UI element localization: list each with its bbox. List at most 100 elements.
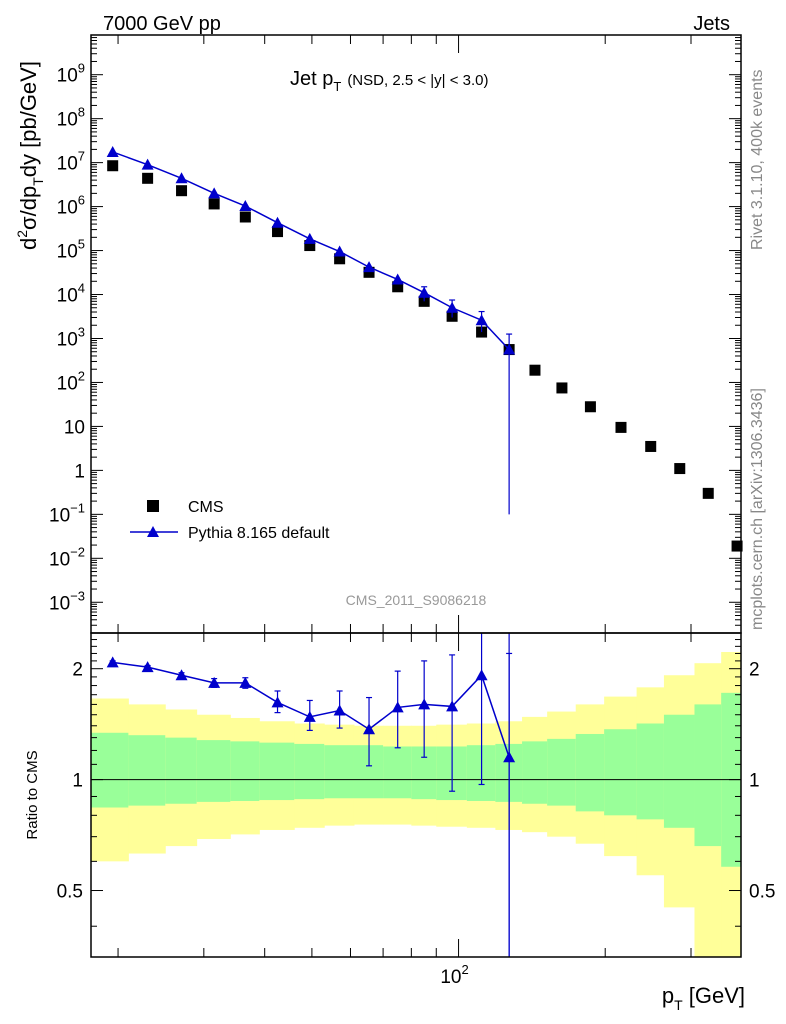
cms-point xyxy=(731,540,743,552)
x-axis-label: pT [GeV] xyxy=(662,983,745,1013)
main-panel-data xyxy=(106,145,743,957)
inner-band-bin xyxy=(575,733,605,812)
inner-band-bin xyxy=(694,704,722,847)
y-tick-label-exp: 4 xyxy=(78,281,85,296)
y-tick-label: 10−3 xyxy=(49,588,85,614)
ratio-y-tick-label-right: 0.5 xyxy=(749,882,775,903)
y-label-rest: dy [pb/GeV] xyxy=(16,61,41,177)
inner-band-bin xyxy=(294,743,325,800)
chart-title: Jet pT (NSD, 2.5 < |y| < 3.0) xyxy=(290,68,489,94)
analysis-watermark: CMS_2011_S9086218 xyxy=(346,592,487,608)
legend: CMS Pythia 8.165 default xyxy=(130,499,330,542)
cms-point xyxy=(304,240,316,252)
ratio-point xyxy=(446,700,459,712)
title-detail: (NSD, 2.5 < |y| < 3.0) xyxy=(347,72,488,89)
x-label-sub: T xyxy=(674,997,683,1013)
x-tick-label-exp: 2 xyxy=(462,962,469,977)
ratio-axis-label: Ratio to CMS xyxy=(24,750,41,839)
y-tick-label-exp: 8 xyxy=(78,105,85,120)
title-sub: T xyxy=(333,79,341,94)
y-tick-label: 106 xyxy=(57,193,85,219)
pythia-point xyxy=(208,187,221,199)
cms-point xyxy=(239,211,251,223)
pythia-point xyxy=(333,245,346,257)
y-tick-label: 103 xyxy=(57,324,85,350)
x-tick-label: 102 xyxy=(440,962,468,988)
y-tick-label-base: 10 xyxy=(57,286,78,307)
y-tick-label-exp: −2 xyxy=(70,544,85,559)
cms-point xyxy=(702,487,714,499)
header-right: Jets xyxy=(693,13,730,35)
y-tick-label-base: 10 xyxy=(49,593,70,614)
pythia-point xyxy=(418,286,431,298)
x-tick-label-base: 10 xyxy=(440,967,461,988)
y-tick-label: 109 xyxy=(57,61,85,87)
pythia-point xyxy=(239,200,252,212)
y-tick-label-exp: 7 xyxy=(78,149,85,164)
ratio-point xyxy=(271,696,284,708)
y-tick-label: 104 xyxy=(57,281,85,307)
main-panel-frame xyxy=(90,34,742,634)
y-label-sigma: σ/dp xyxy=(16,186,41,230)
y-tick-label-base: 10 xyxy=(57,373,78,394)
ratio-point xyxy=(175,669,188,681)
inner-band-bin xyxy=(128,735,166,806)
axes-frames: 10−310−210−11101021031041051061071081091… xyxy=(49,34,775,988)
cms-point xyxy=(615,421,627,433)
mcplots-info: mcplots.cern.ch [arXiv:1306.3436] xyxy=(749,388,766,630)
y-tick-label-exp: −1 xyxy=(70,500,85,515)
y-tick-label: 10−2 xyxy=(49,544,85,570)
title-main: Jet p xyxy=(290,68,333,90)
inner-band-bin xyxy=(383,746,412,799)
pythia-point xyxy=(363,261,376,273)
y-tick-label-base: 10 xyxy=(64,417,85,438)
y-tick-label: 1 xyxy=(74,461,85,482)
y-tick-label: 108 xyxy=(57,105,85,131)
y-label-sub: T xyxy=(30,177,46,186)
inner-band-bin xyxy=(604,729,638,816)
cms-point xyxy=(272,226,284,238)
ratio-point xyxy=(391,701,404,713)
ratio-point xyxy=(333,704,346,716)
pythia-point xyxy=(271,216,284,228)
ratio-point xyxy=(418,698,431,710)
ratio-point xyxy=(363,723,376,735)
y-tick-label-exp: 5 xyxy=(78,237,85,252)
y-tick-label: 107 xyxy=(57,149,85,175)
legend-cms-label: CMS xyxy=(188,499,224,516)
ratio-panel-frame xyxy=(90,632,742,958)
y-tick-label-base: 10 xyxy=(57,66,78,87)
cms-point xyxy=(176,185,188,197)
header-left: 7000 GeV pp xyxy=(103,13,221,35)
y-tick-label-exp: 2 xyxy=(78,368,85,383)
inner-band-bin xyxy=(636,723,665,820)
inner-band-bin xyxy=(663,714,695,828)
pythia-point xyxy=(175,172,188,184)
y-tick-label: 105 xyxy=(57,237,85,263)
ratio-y-tick-label-right: 1 xyxy=(749,771,760,792)
inner-band-bin xyxy=(324,745,355,799)
cms-point xyxy=(334,253,346,265)
y-label-sup: 2 xyxy=(14,230,30,238)
pythia-point xyxy=(503,343,516,355)
y-tick-label-base: 10 xyxy=(49,505,70,526)
legend-pythia-label: Pythia 8.165 default xyxy=(188,525,330,542)
pythia-point xyxy=(106,145,119,157)
legend-cms-marker xyxy=(147,500,159,512)
pythia-line xyxy=(112,151,510,351)
ratio-point xyxy=(503,751,516,763)
inner-band-bin xyxy=(522,741,548,804)
ratio-point xyxy=(208,676,221,688)
y-label-d: d xyxy=(16,238,41,250)
ratio-point xyxy=(303,710,316,722)
y-tick-label-base: 10 xyxy=(57,329,78,350)
pythia-point xyxy=(475,314,488,326)
y-tick-label: 102 xyxy=(57,368,85,394)
cms-point xyxy=(107,160,119,172)
y-axis-label: d2σ/dpTdy [pb/GeV] xyxy=(14,61,46,250)
ratio-line xyxy=(112,661,510,758)
ratio-point xyxy=(141,661,154,673)
ratio-point xyxy=(106,656,119,668)
y-tick-label-base: 10 xyxy=(57,154,78,175)
cms-point xyxy=(674,463,686,475)
